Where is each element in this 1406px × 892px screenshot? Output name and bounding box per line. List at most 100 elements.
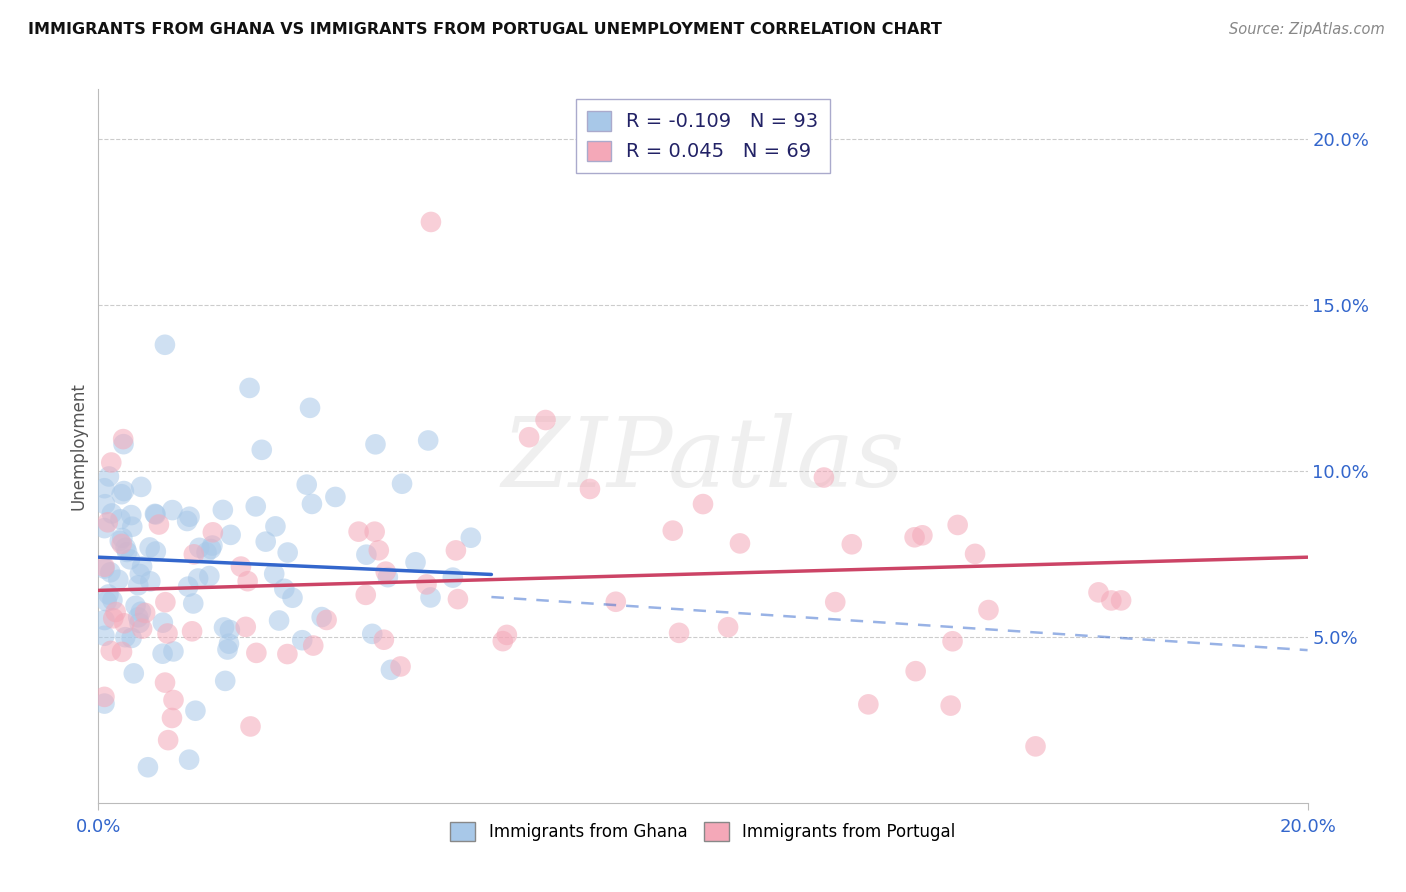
Point	[946, 518, 969, 533]
Point	[127, 578, 149, 592]
Point	[93, 697, 115, 711]
Point	[143, 507, 166, 521]
Point	[217, 642, 239, 657]
Point	[367, 543, 389, 558]
Point	[181, 597, 204, 611]
Point	[111, 537, 134, 551]
Point	[200, 541, 222, 556]
Point	[107, 573, 129, 587]
Point	[93, 559, 115, 574]
Point	[356, 548, 378, 562]
Point	[112, 437, 135, 451]
Point	[97, 469, 120, 483]
Point	[162, 503, 184, 517]
Point	[112, 616, 135, 631]
Point	[492, 634, 515, 648]
Point	[977, 603, 1000, 617]
Text: ZIPatlas: ZIPatlas	[502, 413, 904, 508]
Point	[281, 591, 304, 605]
Point	[160, 711, 183, 725]
Point	[110, 512, 132, 526]
Point	[377, 570, 399, 584]
Point	[153, 338, 176, 352]
Point	[152, 647, 174, 661]
Legend: Immigrants from Ghana, Immigrants from Portugal: Immigrants from Ghana, Immigrants from P…	[444, 815, 962, 848]
Point	[201, 539, 224, 553]
Point	[179, 509, 201, 524]
Point	[419, 591, 441, 605]
Point	[273, 582, 295, 596]
Point	[97, 587, 120, 601]
Point	[291, 633, 314, 648]
Point	[162, 644, 184, 658]
Point	[153, 675, 176, 690]
Point	[325, 490, 347, 504]
Point	[128, 615, 150, 630]
Point	[418, 434, 440, 448]
Point	[156, 626, 179, 640]
Point	[103, 611, 125, 625]
Point	[93, 521, 115, 535]
Point	[311, 610, 333, 624]
Point	[374, 565, 396, 579]
Point	[939, 698, 962, 713]
Point	[124, 599, 146, 613]
Point	[115, 545, 138, 559]
Point	[218, 637, 240, 651]
Point	[111, 531, 134, 545]
Point	[239, 381, 262, 395]
Point	[111, 645, 134, 659]
Point	[364, 437, 387, 451]
Point	[131, 559, 153, 574]
Point	[120, 508, 142, 522]
Point	[188, 541, 211, 555]
Y-axis label: Unemployment: Unemployment	[69, 382, 87, 510]
Point	[841, 537, 863, 551]
Point	[122, 666, 145, 681]
Point	[824, 595, 846, 609]
Point	[104, 605, 127, 619]
Point	[128, 566, 150, 581]
Point	[219, 528, 242, 542]
Point	[152, 615, 174, 630]
Point	[415, 577, 437, 591]
Point	[904, 664, 927, 678]
Point	[302, 639, 325, 653]
Point	[239, 719, 262, 733]
Point	[108, 533, 131, 548]
Point	[391, 476, 413, 491]
Point	[187, 572, 209, 586]
Point	[101, 507, 124, 521]
Point	[904, 530, 927, 544]
Point	[195, 545, 218, 559]
Text: IMMIGRANTS FROM GHANA VS IMMIGRANTS FROM PORTUGAL UNEMPLOYMENT CORRELATION CHART: IMMIGRANTS FROM GHANA VS IMMIGRANTS FROM…	[28, 22, 942, 37]
Point	[100, 566, 122, 580]
Point	[444, 543, 467, 558]
Point	[110, 487, 132, 501]
Point	[114, 541, 136, 555]
Point	[254, 534, 277, 549]
Point	[229, 559, 252, 574]
Point	[363, 524, 385, 539]
Point	[245, 500, 267, 514]
Point	[157, 733, 180, 747]
Point	[264, 519, 287, 533]
Point	[219, 623, 242, 637]
Point	[495, 628, 517, 642]
Point	[728, 536, 751, 550]
Point	[214, 673, 236, 688]
Point	[139, 574, 162, 589]
Point	[373, 632, 395, 647]
Point	[276, 647, 298, 661]
Point	[145, 508, 167, 522]
Point	[114, 630, 136, 644]
Point	[315, 613, 337, 627]
Point	[96, 594, 118, 608]
Point	[131, 622, 153, 636]
Point	[277, 545, 299, 559]
Point	[100, 456, 122, 470]
Point	[250, 442, 273, 457]
Point	[517, 430, 540, 444]
Point	[692, 497, 714, 511]
Point	[136, 760, 159, 774]
